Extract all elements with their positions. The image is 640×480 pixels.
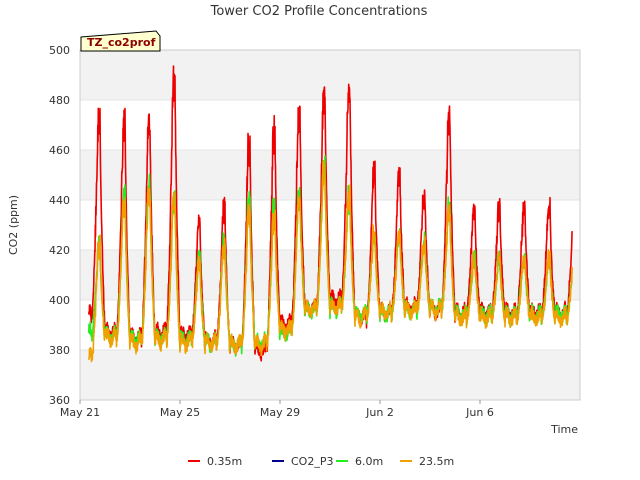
site-badge-label: TZ_co2prof bbox=[87, 36, 156, 49]
y-axis-label: CO2 (ppm) bbox=[7, 195, 20, 255]
x-tick-label: May 29 bbox=[260, 406, 300, 419]
x-tick-label: Jun 2 bbox=[365, 406, 394, 419]
legend-label: 0.35m bbox=[207, 455, 242, 468]
x-axis-label: Time bbox=[550, 423, 578, 436]
site-badge: TZ_co2prof bbox=[80, 30, 161, 52]
y-axis: 360 380 400 420 440 460 480 500 bbox=[49, 44, 70, 407]
legend-item: CO2_P3 bbox=[272, 455, 333, 468]
legend-label: 6.0m bbox=[355, 455, 383, 468]
y-tick-label: 440 bbox=[49, 194, 70, 207]
series-layer bbox=[88, 65, 574, 363]
x-axis: May 21 May 25 May 29 Jun 2 Jun 6 bbox=[60, 400, 494, 419]
legend-item: 6.0m bbox=[336, 455, 383, 468]
legend-label: 23.5m bbox=[419, 455, 454, 468]
y-tick-label: 480 bbox=[49, 94, 70, 107]
x-tick-label: May 21 bbox=[60, 406, 100, 419]
legend-label: CO2_P3 bbox=[291, 455, 333, 468]
y-tick-label: 380 bbox=[49, 344, 70, 357]
legend: 0.35m CO2_P3 6.0m 23.5m bbox=[188, 455, 454, 468]
background-bands bbox=[80, 50, 580, 400]
gridlines bbox=[80, 49, 580, 401]
series-line-23-5m bbox=[88, 160, 574, 363]
y-tick-label: 500 bbox=[49, 44, 70, 57]
bg-band bbox=[80, 350, 580, 400]
chart-title: Tower CO2 Profile Concentrations bbox=[210, 4, 428, 19]
legend-item: 23.5m bbox=[400, 455, 454, 468]
x-tick-label: May 25 bbox=[160, 406, 200, 419]
y-tick-label: 360 bbox=[49, 394, 70, 407]
x-tick-label: Jun 6 bbox=[465, 406, 494, 419]
bg-band bbox=[80, 50, 580, 100]
y-tick-label: 400 bbox=[49, 294, 70, 307]
plot-area bbox=[79, 49, 581, 401]
bg-band bbox=[80, 150, 580, 200]
y-tick-label: 420 bbox=[49, 244, 70, 257]
y-tick-label: 460 bbox=[49, 144, 70, 157]
legend-item: 0.35m bbox=[188, 455, 242, 468]
